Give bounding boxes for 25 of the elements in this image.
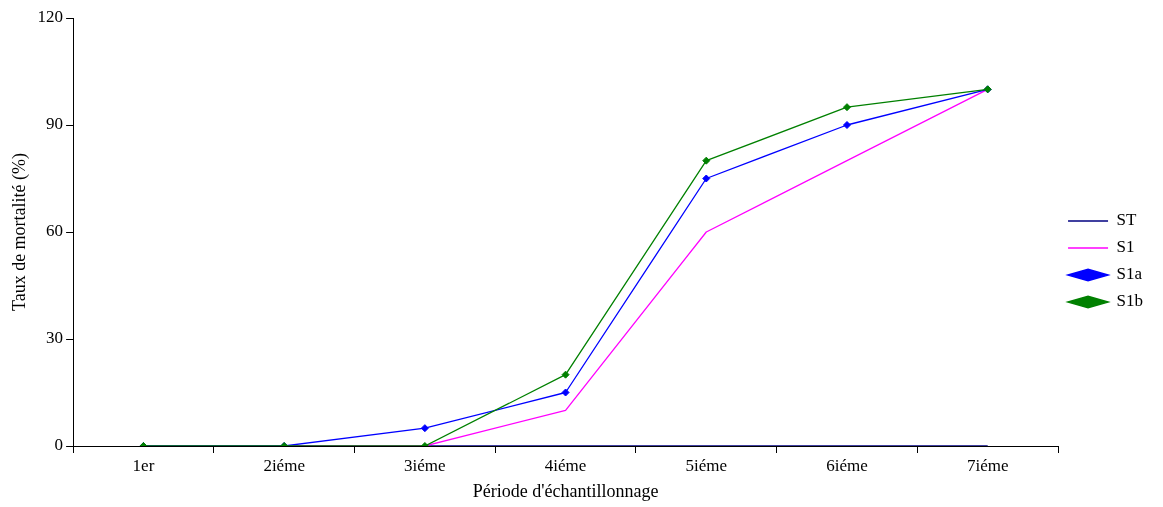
legend-label: S1b	[1116, 291, 1144, 311]
y-tick-label: 60	[46, 221, 64, 241]
point	[842, 103, 851, 112]
y-tick-label: 30	[46, 328, 64, 348]
x-tick-label: 7iéme	[966, 455, 1009, 475]
x-axis-title: Période d'échantillonnage	[472, 480, 659, 501]
x-tick-label: 5iéme	[685, 455, 728, 475]
legend-label: S1a	[1116, 264, 1143, 284]
point	[561, 370, 570, 379]
x-tick-label: 3iéme	[404, 455, 446, 475]
legend-label: S1	[1116, 237, 1135, 257]
x-tick-label: 6iéme	[826, 455, 868, 475]
legend-label: ST	[1116, 210, 1137, 230]
y-tick-label: 120	[37, 7, 64, 27]
point	[561, 388, 570, 397]
y-tick-label: 0	[54, 435, 64, 455]
point	[702, 174, 711, 183]
x-tick-label: 1er	[132, 455, 155, 475]
point	[420, 424, 429, 433]
x-tick-label: 4iéme	[544, 455, 587, 475]
point	[842, 121, 851, 129]
x-tick-label: 2iéme	[263, 455, 305, 475]
point	[702, 156, 711, 165]
y-axis-title: Taux de mortalité (%)	[8, 152, 30, 312]
y-tick-label: 90	[46, 114, 64, 134]
